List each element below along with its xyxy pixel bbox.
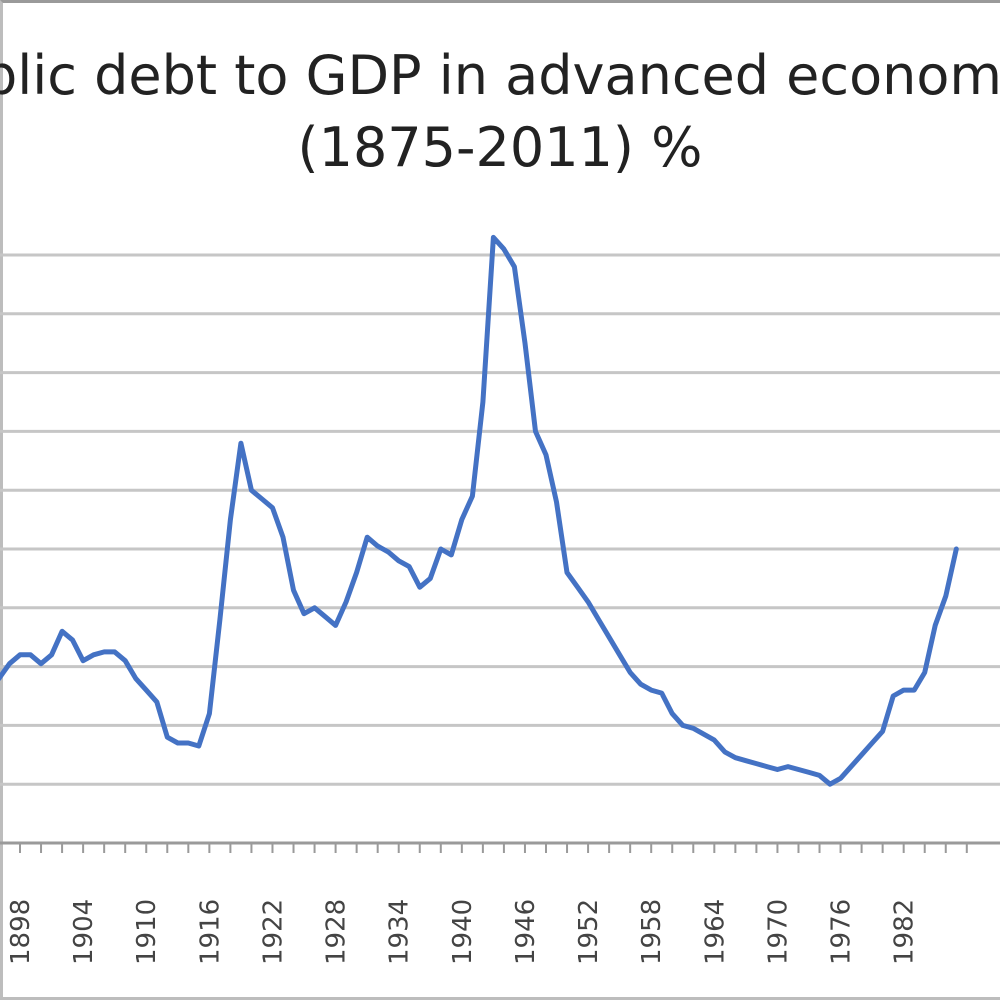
chart-subtitle: (1875-2011) % [297,116,703,179]
x-tick-label: 1940 [448,899,478,965]
x-tick-label: 1910 [132,899,162,965]
x-tick-label: 1904 [69,899,99,965]
series-layer [0,234,959,787]
x-tick-label: 1976 [827,899,857,965]
x-tick-labels: 1898 1904 1910 1916 1922 1928 1934 1940 1946 1952… [6,899,920,965]
x-axis [0,841,1000,853]
chart-title-line: blic debt to GDP in advanced economi [0,44,1000,107]
x-tick-label: 1982 [890,899,920,965]
x-tick-label: 1964 [700,899,730,965]
x-tick-label: 1946 [511,899,541,965]
x-tick-label: 1898 [6,899,36,965]
gridlines [0,253,1000,845]
chart-title: blic debt to GDP in advanced economi (18… [0,40,1000,184]
x-tick-label: 1922 [258,899,288,965]
x-tick-label: 1958 [637,899,667,965]
x-tick-label: 1916 [195,899,225,965]
x-tick-label: 1934 [385,899,415,965]
x-tick-label: 1928 [322,899,352,965]
x-tick-label: 1952 [574,899,604,965]
x-tick-label: 1970 [763,899,793,965]
series-line [0,234,959,787]
